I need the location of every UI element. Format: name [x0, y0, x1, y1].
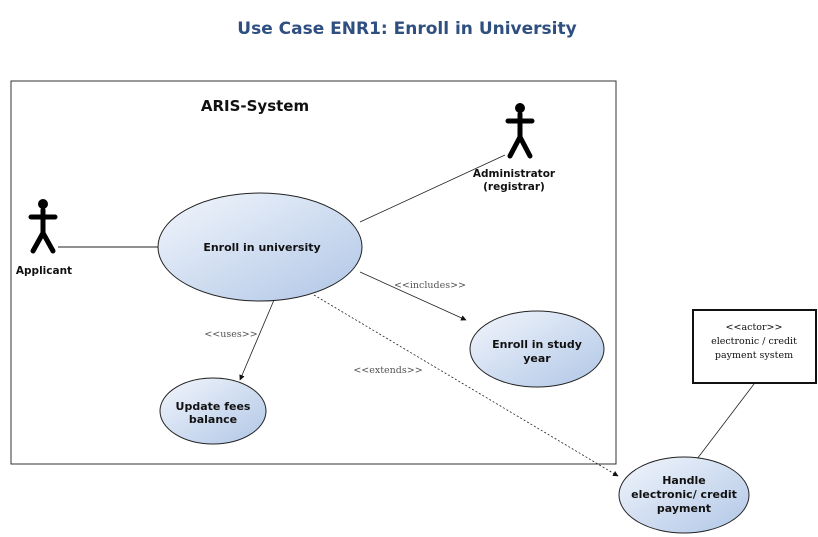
applicant-label: Applicant — [16, 265, 72, 277]
external-payment-system[interactable]: <<actor>> electronic / credit payment sy… — [692, 309, 817, 384]
handle-payment-label-2: electronic/ credit — [631, 488, 737, 501]
actor-administrator[interactable]: Administrator (registrar) — [473, 103, 556, 193]
payment-system-label-2: payment system — [715, 350, 793, 361]
handle-payment-ellipse — [618, 456, 750, 534]
stick-figure-icon — [505, 103, 535, 159]
uses-arrow — [239, 299, 275, 381]
administrator-association — [359, 154, 506, 223]
includes-arrow — [359, 271, 467, 321]
handle-payment-label-1: Handle — [662, 474, 706, 487]
actor-applicant[interactable]: Applicant — [16, 199, 72, 277]
enroll-study-year-label-1: Enroll in study — [492, 338, 582, 351]
update-fees-label-2: balance — [189, 413, 237, 426]
administrator-label-2: (registrar) — [483, 181, 545, 193]
uses-label: <<uses>> — [204, 329, 257, 340]
payment-system-stereotype: <<actor>> — [726, 322, 783, 333]
use-case-update-fees[interactable]: Update fees balance — [159, 377, 267, 445]
enroll-university-ellipse — [157, 192, 363, 302]
administrator-label-1: Administrator — [473, 168, 556, 180]
system-name: ARIS-System — [201, 97, 309, 115]
stick-figure-icon — [28, 199, 58, 254]
use-case-enroll-study-year[interactable]: Enroll in study year — [469, 310, 605, 388]
update-fees-label-1: Update fees — [176, 400, 251, 413]
handle-payment-label-3: payment — [657, 502, 711, 515]
extends-label: <<extends>> — [353, 365, 422, 376]
update-fees-ellipse — [159, 377, 267, 445]
payment-system-box — [692, 309, 817, 384]
system-boundary — [10, 80, 617, 465]
includes-label: <<includes>> — [394, 280, 466, 291]
enroll-study-year-ellipse — [469, 310, 605, 388]
payment-system-association — [696, 383, 755, 460]
enroll-study-year-label-2: year — [523, 352, 551, 365]
payment-system-label-1: electronic / credit — [711, 336, 797, 347]
extends-arrow — [313, 294, 619, 477]
use-case-handle-payment[interactable]: Handle electronic/ credit payment — [618, 456, 750, 534]
enroll-university-label: Enroll in university — [203, 241, 320, 254]
use-case-enroll-university[interactable]: Enroll in university — [157, 192, 363, 302]
diagram-title: Use Case ENR1: Enroll in University — [237, 19, 576, 39]
